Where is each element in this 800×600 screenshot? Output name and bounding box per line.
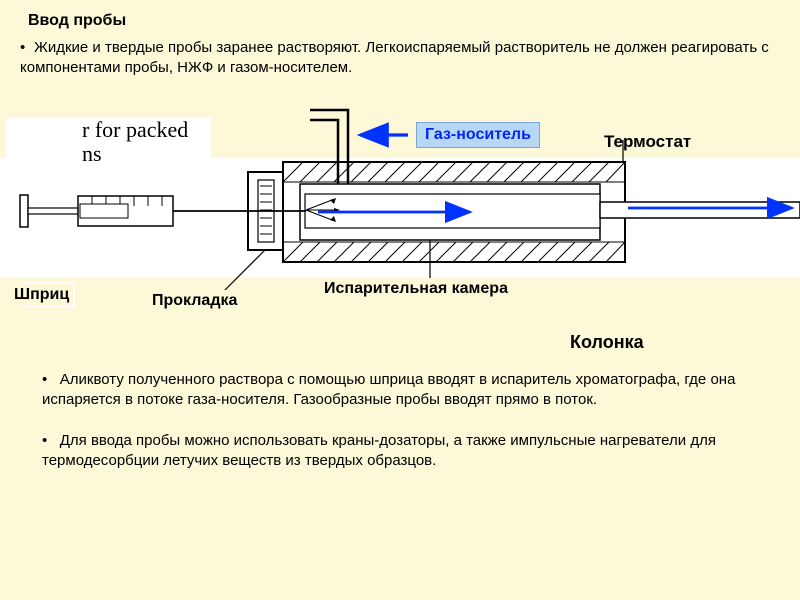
bullet-2: • Аликвоту полученного раствора с помощь… [42, 370, 772, 411]
bullet-3: • Для ввода пробы можно использовать кра… [42, 431, 772, 472]
english-fragment: r for packed ns [78, 118, 192, 166]
gasket-label: Прокладка [148, 290, 241, 312]
bullet-3-text: Для ввода пробы можно использовать краны… [42, 432, 716, 469]
diagram-area: r for packed ns Газ-носитель Термостат И… [0, 100, 800, 330]
bullet-2-text: Аликвоту полученного раствора с помощью … [42, 371, 735, 408]
gas-carrier-label: Газ-носитель [416, 122, 540, 148]
bullet-1-text: Жидкие и твердые пробы заранее растворяю… [20, 39, 769, 76]
bullet-1: •Жидкие и твердые пробы заранее растворя… [20, 38, 780, 79]
syringe-label: Шприц [10, 284, 73, 306]
page-title: Ввод пробы [28, 12, 126, 30]
evap-chamber-label: Испарительная камера [320, 278, 512, 300]
column-label: Колонка [570, 332, 644, 353]
bottom-bullets: • Аликвоту полученного раствора с помощь… [42, 370, 772, 491]
thermostat-label: Термостат [600, 130, 695, 154]
